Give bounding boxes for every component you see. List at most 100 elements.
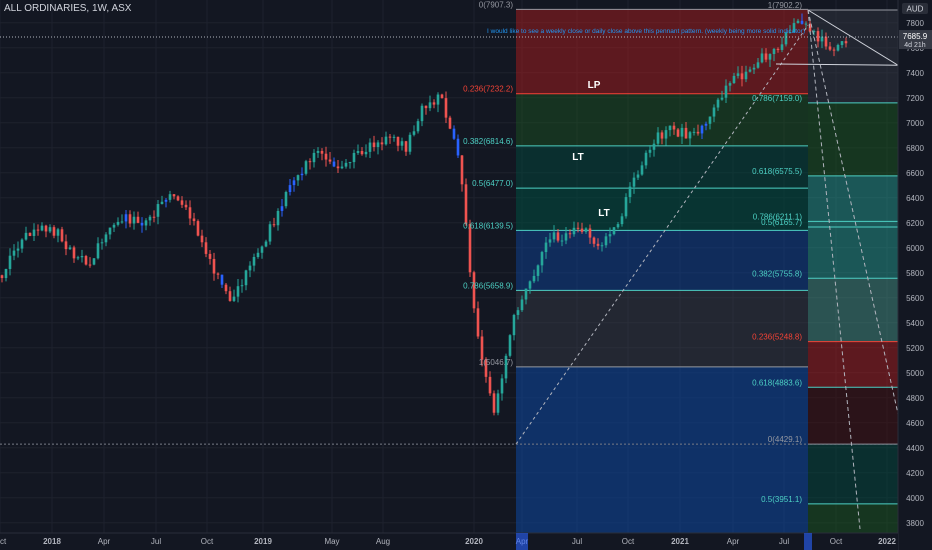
time-tick-label: Oct: [201, 537, 214, 546]
fib-level-label: 0.382(6814.6): [463, 137, 513, 146]
price-tick-label: 6800: [906, 144, 924, 153]
candle-body: [740, 73, 744, 80]
candle-body: [536, 265, 540, 276]
fib-zone: [516, 188, 808, 231]
candle-body: [280, 206, 284, 211]
candle-body: [40, 225, 44, 231]
candle-body: [824, 36, 828, 47]
candle-body: [756, 62, 760, 68]
candle-body: [816, 31, 820, 42]
wave-label: LP: [588, 80, 601, 91]
candle-body: [664, 130, 668, 139]
projection-line: [807, 9, 901, 423]
candle-body: [268, 224, 272, 242]
fib-level-label: 0.5(3951.1): [761, 495, 802, 504]
candle-body: [680, 127, 684, 137]
candle-body: [188, 207, 192, 219]
candle-body: [728, 83, 732, 86]
candle-body: [344, 162, 348, 167]
candle-body: [328, 159, 332, 162]
fib-zone: [808, 102, 898, 176]
candle-body: [792, 23, 796, 33]
candle-body: [248, 265, 252, 271]
currency-badge[interactable]: [902, 3, 928, 14]
candle-body: [200, 235, 204, 243]
candle-body: [160, 201, 164, 205]
candle-body: [256, 252, 260, 257]
candle-body: [760, 53, 764, 63]
price-tick-label: 5000: [906, 369, 924, 378]
candle-body: [840, 41, 844, 45]
candle-body: [652, 143, 656, 150]
candle-body: [212, 258, 216, 274]
candle-body: [44, 225, 48, 232]
candle-body: [776, 48, 780, 50]
candle-body: [0, 275, 4, 279]
fib-level-label: 0.618(4883.6): [752, 378, 802, 387]
candle-body: [304, 161, 308, 174]
candle-body: [128, 214, 132, 224]
candle-body: [484, 359, 488, 377]
candle-body: [452, 128, 456, 139]
candle-body: [556, 232, 560, 241]
candle-body: [612, 227, 616, 235]
candle-body: [92, 258, 96, 265]
candle-body: [364, 151, 368, 155]
candle-body: [224, 284, 228, 292]
candle-body: [376, 142, 380, 148]
candle-body: [620, 216, 624, 225]
time-tick-label: 2022: [878, 537, 896, 546]
candle-body: [300, 173, 304, 176]
candle-body: [208, 253, 212, 259]
candle-body: [764, 53, 768, 60]
time-tick-label: Jul: [151, 537, 161, 546]
time-tick-label: 2021: [671, 537, 689, 546]
candle-body: [548, 239, 552, 243]
candle-body: [488, 376, 492, 394]
candle-body: [440, 94, 444, 99]
candle-body: [292, 180, 296, 186]
candle-body: [724, 85, 728, 98]
candle-body: [468, 223, 472, 273]
pennant-lower-line: [775, 63, 899, 66]
candle-body: [152, 216, 156, 218]
candle-body: [704, 123, 708, 126]
candle-body: [716, 99, 720, 108]
annotation-note: I would like to see a weekly close or da…: [487, 28, 805, 35]
fib-zone: [808, 444, 898, 504]
candle-body: [628, 186, 632, 198]
time-tick-label: Oct: [830, 537, 843, 546]
candle-body: [144, 220, 148, 226]
candle-body: [844, 41, 848, 44]
time-tick-label: 2019: [254, 537, 272, 546]
candle-body: [460, 155, 464, 185]
candle-body: [600, 245, 604, 247]
candle-body: [20, 239, 24, 249]
candle-body: [780, 44, 784, 50]
candle-body: [480, 336, 484, 360]
candle-body: [392, 136, 396, 138]
time-tick-label: Jul: [779, 537, 789, 546]
fib-zone: [516, 145, 808, 189]
current-price-badge: [899, 30, 932, 50]
fib-level-label: 0.236(7232.2): [463, 85, 513, 94]
time-tick-label: 2018: [43, 537, 61, 546]
time-axis[interactable]: [0, 533, 898, 550]
fib-zone: [516, 230, 808, 291]
candle-body: [660, 132, 664, 139]
price-axis[interactable]: [898, 0, 932, 550]
candle-body: [672, 125, 676, 130]
candle-body: [424, 105, 428, 109]
candle-body: [700, 125, 704, 134]
price-tick-label: 4800: [906, 394, 924, 403]
candle-body: [828, 46, 832, 50]
candle-body: [684, 127, 688, 139]
candle-body: [640, 165, 644, 175]
candle-body: [140, 222, 144, 226]
candle-body: [288, 185, 292, 192]
candle-body: [264, 241, 268, 247]
candle-body: [512, 314, 516, 336]
candle-body: [348, 162, 352, 164]
price-tick-label: 6200: [906, 219, 924, 228]
